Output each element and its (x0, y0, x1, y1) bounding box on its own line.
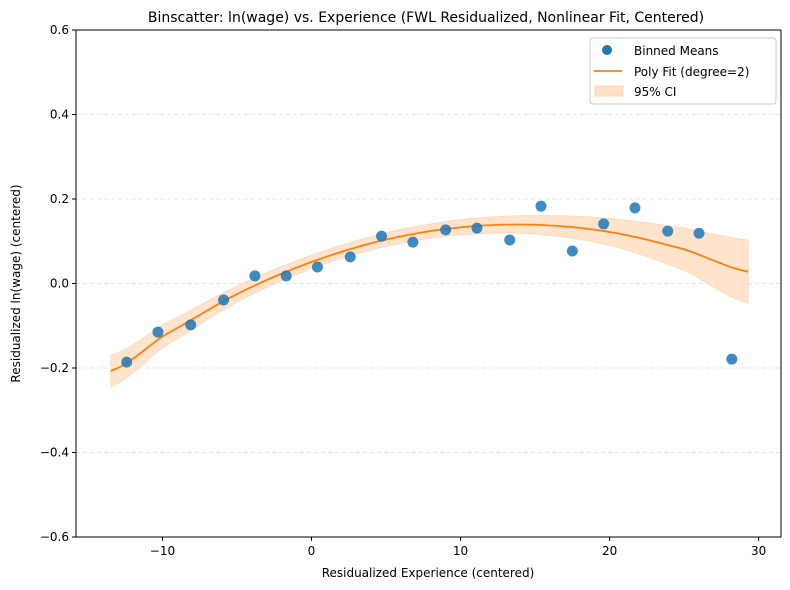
binned-mean-point (504, 234, 516, 246)
binned-mean-point (376, 230, 388, 242)
x-tick-label: −10 (150, 544, 175, 558)
binned-mean-point (440, 224, 452, 236)
fit-line (110, 223, 749, 372)
legend-label-binned-means: Binned Means (634, 44, 719, 58)
legend-label-ci: 95% CI (634, 85, 676, 99)
legend-box (589, 37, 777, 105)
grid-lines (76, 114, 781, 453)
binned-mean-point (152, 326, 164, 338)
binned-mean-point (311, 261, 323, 273)
binned-mean-point (344, 251, 356, 263)
binned-mean-point (629, 202, 641, 214)
fit-line-layer (110, 223, 749, 372)
binned-mean-point (249, 270, 261, 282)
binned-mean-point (471, 222, 483, 234)
x-tick-label: 20 (602, 544, 617, 558)
y-tick-label: 0.2 (50, 192, 69, 206)
y-tick-label: −0.4 (40, 446, 69, 460)
y-axis-label: Residualized ln(wage) (centered) (9, 184, 23, 382)
y-axis-ticks: −0.6 −0.4 −0.2 0.0 0.2 0.4 0.6 (40, 23, 76, 544)
binned-mean-point (598, 218, 610, 230)
y-tick-label: −0.2 (40, 361, 69, 375)
y-tick-label: −0.6 (40, 530, 69, 544)
binned-mean-point (693, 227, 705, 239)
legend-label-poly-fit: Poly Fit (degree=2) (634, 65, 749, 79)
binned-mean-point (280, 270, 292, 282)
y-tick-label: 0.4 (50, 108, 69, 122)
binned-mean-point (121, 356, 133, 368)
chart-title: Binscatter: ln(wage) vs. Experience (FWL… (148, 10, 704, 26)
scatter-points-layer (121, 200, 738, 368)
x-axis-label: Residualized Experience (centered) (322, 566, 535, 580)
x-tick-label: 0 (308, 544, 316, 558)
y-tick-label: 0.6 (50, 23, 69, 37)
binned-mean-point (662, 225, 674, 237)
legend-marker-binned-means (602, 45, 612, 55)
binned-mean-point (566, 245, 578, 257)
legend: Binned Means Poly Fit (degree=2) 95% CI (589, 37, 777, 105)
binned-mean-point (185, 319, 197, 331)
x-tick-label: 30 (751, 544, 766, 558)
binned-mean-point (535, 200, 547, 212)
y-tick-label: 0.0 (50, 277, 69, 291)
binned-mean-point (218, 294, 230, 306)
x-tick-label: 10 (453, 544, 468, 558)
binned-mean-point (407, 236, 419, 248)
x-axis-ticks: −10 0 10 20 30 (150, 537, 766, 558)
legend-patch-ci (594, 85, 624, 97)
binned-mean-point (726, 353, 738, 365)
